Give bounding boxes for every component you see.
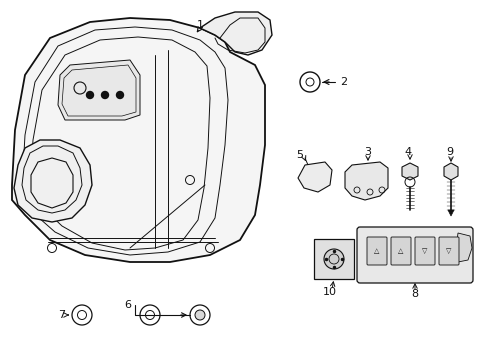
Text: ▽: ▽ [446, 248, 451, 254]
Text: △: △ [373, 248, 379, 254]
Polygon shape [455, 233, 471, 262]
Polygon shape [297, 162, 331, 192]
Polygon shape [12, 18, 264, 262]
FancyBboxPatch shape [313, 239, 353, 279]
Text: 7: 7 [59, 310, 65, 320]
Text: 4: 4 [404, 147, 411, 157]
Polygon shape [401, 163, 417, 180]
FancyBboxPatch shape [390, 237, 410, 265]
Text: 3: 3 [364, 147, 371, 157]
Polygon shape [345, 162, 387, 200]
Polygon shape [443, 163, 457, 180]
FancyBboxPatch shape [356, 227, 472, 283]
Text: 2: 2 [339, 77, 346, 87]
Circle shape [195, 310, 204, 320]
Text: △: △ [398, 248, 403, 254]
Circle shape [324, 249, 343, 269]
FancyBboxPatch shape [366, 237, 386, 265]
Circle shape [86, 91, 93, 99]
Polygon shape [58, 60, 140, 120]
Circle shape [116, 91, 123, 99]
Text: 8: 8 [410, 289, 418, 299]
FancyBboxPatch shape [414, 237, 434, 265]
Polygon shape [200, 12, 271, 55]
Text: 9: 9 [446, 147, 453, 157]
Polygon shape [447, 210, 453, 216]
FancyBboxPatch shape [438, 237, 458, 265]
Text: ▽: ▽ [422, 248, 427, 254]
Polygon shape [14, 140, 92, 222]
Text: 10: 10 [323, 287, 336, 297]
Circle shape [102, 91, 108, 99]
Text: 6: 6 [124, 300, 131, 310]
Text: 5: 5 [296, 150, 303, 160]
Text: 1: 1 [196, 20, 203, 30]
